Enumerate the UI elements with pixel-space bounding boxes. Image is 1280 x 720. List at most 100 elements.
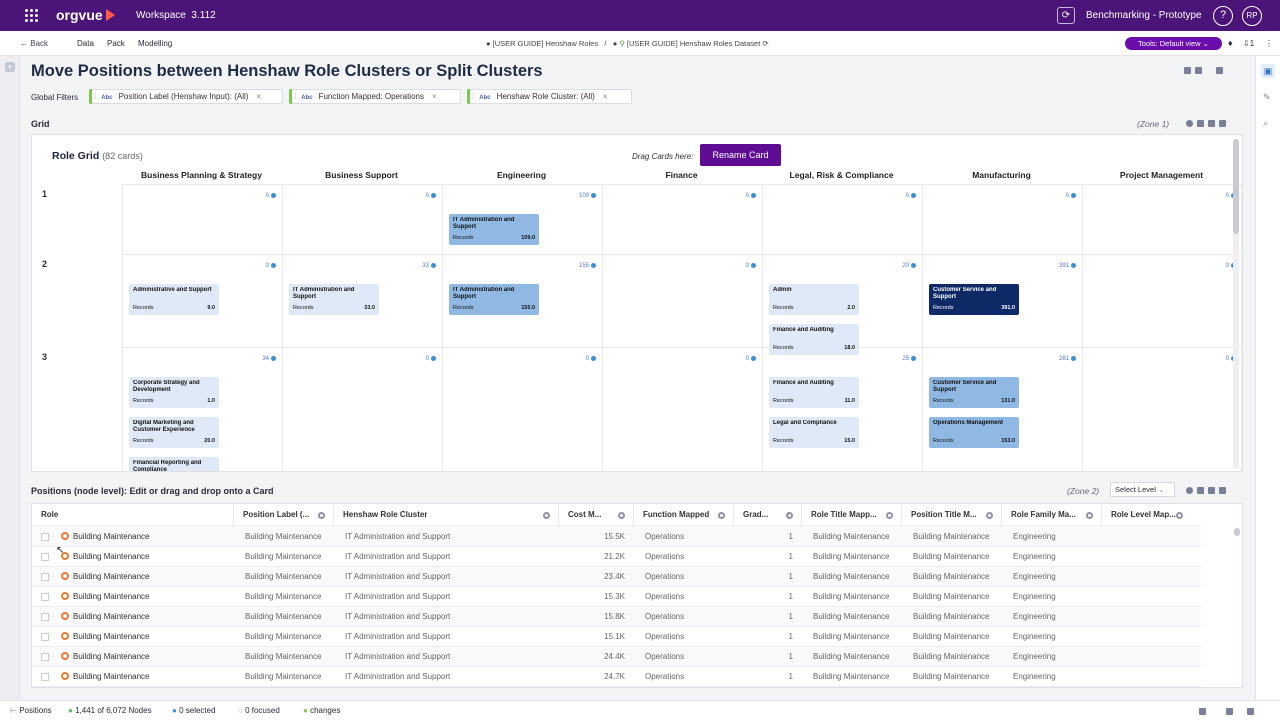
table-row[interactable]: Building Maintenance Building Maintenance…	[33, 647, 1201, 667]
sort-asc-icon[interactable]: ↑	[786, 510, 790, 519]
save-icon[interactable]	[1208, 487, 1215, 494]
filter-icon[interactable]	[1197, 487, 1204, 494]
changes-status[interactable]: ● changes	[303, 706, 340, 715]
save-icon[interactable]	[1195, 67, 1202, 74]
role-card[interactable]: Operations Management Records 153.0	[929, 417, 1019, 448]
settings-icon[interactable]	[1186, 487, 1193, 494]
column-header[interactable]: Role Level Map...	[1111, 510, 1176, 519]
positions-status[interactable]: ⊢ Positions	[10, 706, 52, 715]
table-row[interactable]: Building Maintenance Building Maintenance…	[33, 547, 1201, 567]
row-checkbox[interactable]	[41, 553, 49, 561]
add-icon[interactable]: +	[5, 62, 15, 72]
column-settings-icon[interactable]	[618, 512, 625, 519]
column-header[interactable]: Grad...	[743, 510, 769, 519]
column-header[interactable]: Position Label (...	[243, 510, 310, 519]
apps-grid-icon[interactable]	[25, 9, 38, 22]
breadcrumb-dataset[interactable]: [USER GUIDE] Henshaw Roles Dataset	[626, 39, 761, 48]
table-row[interactable]: Building Maintenance Building Maintenance…	[33, 607, 1201, 627]
nodes-status[interactable]: ● 1,441 of 6,072 Nodes	[68, 706, 152, 715]
app-logo[interactable]: orgvue	[56, 7, 115, 23]
role-card[interactable]: IT Administration and Support Records 33.0	[289, 284, 379, 315]
settings-icon[interactable]	[1186, 120, 1193, 127]
focused-status[interactable]: ○ 0 focused	[238, 706, 280, 715]
role-card[interactable]: Customer Service and Support Records 391.0	[929, 284, 1019, 315]
column-header[interactable]: Function Mapped	[643, 510, 710, 519]
grid-scrollbar[interactable]	[1233, 139, 1239, 469]
role-card[interactable]: Admin Records 2.0	[769, 284, 859, 315]
column-settings-icon[interactable]	[718, 512, 725, 519]
fullscreen-icon[interactable]	[1247, 708, 1254, 715]
role-card[interactable]: Finance and Auditing Records 18.0	[769, 324, 859, 355]
table-row[interactable]: Building Maintenance Building Maintenance…	[33, 627, 1201, 647]
column-settings-icon[interactable]	[986, 512, 993, 519]
column-header[interactable]: Henshaw Role Cluster	[343, 510, 428, 519]
user-avatar[interactable]: RP	[1242, 6, 1262, 26]
role-card[interactable]: Legal and Compliance Records 15.0	[769, 417, 859, 448]
row-checkbox[interactable]	[41, 533, 49, 541]
close-icon[interactable]: ×	[431, 92, 437, 101]
row-checkbox[interactable]	[41, 613, 49, 621]
refresh-button[interactable]: ⟳	[1057, 7, 1075, 24]
selected-status[interactable]: ● 0 selected	[172, 706, 216, 715]
table-scrollbar-thumb[interactable]	[1234, 528, 1240, 536]
expand-icon[interactable]	[1219, 120, 1226, 127]
role-card[interactable]: Digital Marketing and Customer Experienc…	[129, 417, 219, 448]
edit-icon[interactable]: ✎	[1263, 92, 1271, 102]
drag-handle-icon[interactable]: ⁞	[94, 92, 97, 101]
drag-handle-icon[interactable]: ⁞	[472, 92, 475, 101]
filter-pill-position-label[interactable]: ⁞ Abc Position Label (Henshaw Input): (All…	[89, 89, 283, 104]
expand-icon[interactable]	[1216, 67, 1223, 74]
tools-dropdown[interactable]: Tools: Default view ⌄	[1125, 37, 1222, 50]
menu-data[interactable]: Data	[77, 39, 94, 48]
column-settings-icon[interactable]	[543, 512, 550, 519]
column-header[interactable]: Role	[41, 510, 59, 519]
row-checkbox[interactable]	[41, 673, 49, 681]
row-checkbox[interactable]	[41, 573, 49, 581]
role-cell[interactable]: Building Maintenance	[61, 627, 150, 647]
role-card[interactable]: IT Administration and Support Records 109.…	[449, 214, 539, 245]
breadcrumb-pack[interactable]: [USER GUIDE] Henshaw Roles	[492, 39, 599, 48]
table-row[interactable]: Building Maintenance Building Maintenance…	[33, 567, 1201, 587]
column-settings-icon[interactable]	[1176, 512, 1183, 519]
project-name[interactable]: Benchmarking - Prototype	[1086, 10, 1202, 21]
role-cell[interactable]: Building Maintenance	[61, 587, 150, 607]
menu-modelling[interactable]: Modelling	[138, 39, 173, 48]
role-card[interactable]: IT Administration and Support Records 155.…	[449, 284, 539, 315]
role-cell[interactable]: Building Maintenance	[61, 527, 150, 547]
select-level-dropdown[interactable]: Select Level ⌄	[1110, 482, 1175, 497]
back-link[interactable]: ← Back	[20, 39, 48, 48]
notification-count[interactable]: ⇩1	[1243, 39, 1255, 48]
bell-icon[interactable]: ♦	[1228, 38, 1233, 48]
column-settings-icon[interactable]	[318, 512, 325, 519]
drag-handle-icon[interactable]: ⁞	[294, 92, 297, 101]
grid-scrollbar-thumb[interactable]	[1233, 139, 1239, 234]
role-card[interactable]: Finance and Auditing Records 11.0	[769, 377, 859, 408]
table-row[interactable]: Building Maintenance Building Maintenance…	[33, 587, 1201, 607]
role-card[interactable]: Customer Service and Support Records 131.0	[929, 377, 1019, 408]
close-icon[interactable]: ×	[602, 92, 608, 101]
filter-icon[interactable]	[1184, 67, 1191, 74]
role-cell[interactable]: Building Maintenance	[61, 547, 150, 567]
search-icon[interactable]: ⌕	[1263, 118, 1269, 128]
row-checkbox[interactable]	[41, 593, 49, 601]
filter-pill-function-mapped[interactable]: ⁞ Abc Function Mapped: Operations ×	[289, 89, 461, 104]
role-cell[interactable]: Building Maintenance	[61, 607, 150, 627]
row-checkbox[interactable]	[41, 633, 49, 641]
row-checkbox[interactable]	[41, 653, 49, 661]
table-scrollbar[interactable]	[1234, 526, 1240, 686]
copy-icon[interactable]	[1226, 708, 1233, 715]
column-settings-icon[interactable]	[1086, 512, 1093, 519]
role-card[interactable]: Corporate Strategy and Development Record…	[129, 377, 219, 408]
column-header[interactable]: Position Title M...	[911, 510, 977, 519]
role-cell[interactable]: Building Maintenance	[61, 647, 150, 667]
save-icon[interactable]	[1208, 120, 1215, 127]
table-row[interactable]: Building Maintenance Building Maintenance…	[33, 527, 1201, 547]
menu-pack[interactable]: Pack	[107, 39, 125, 48]
column-settings-icon[interactable]	[786, 512, 793, 519]
properties-icon[interactable]: ▣	[1261, 64, 1275, 78]
more-icon[interactable]: ⋮	[1265, 39, 1273, 48]
column-header[interactable]: Role Title Mapp...	[811, 510, 877, 519]
column-settings-icon[interactable]	[886, 512, 893, 519]
help-button[interactable]: ?	[1213, 6, 1233, 26]
role-cell[interactable]: Building Maintenance	[61, 567, 150, 587]
